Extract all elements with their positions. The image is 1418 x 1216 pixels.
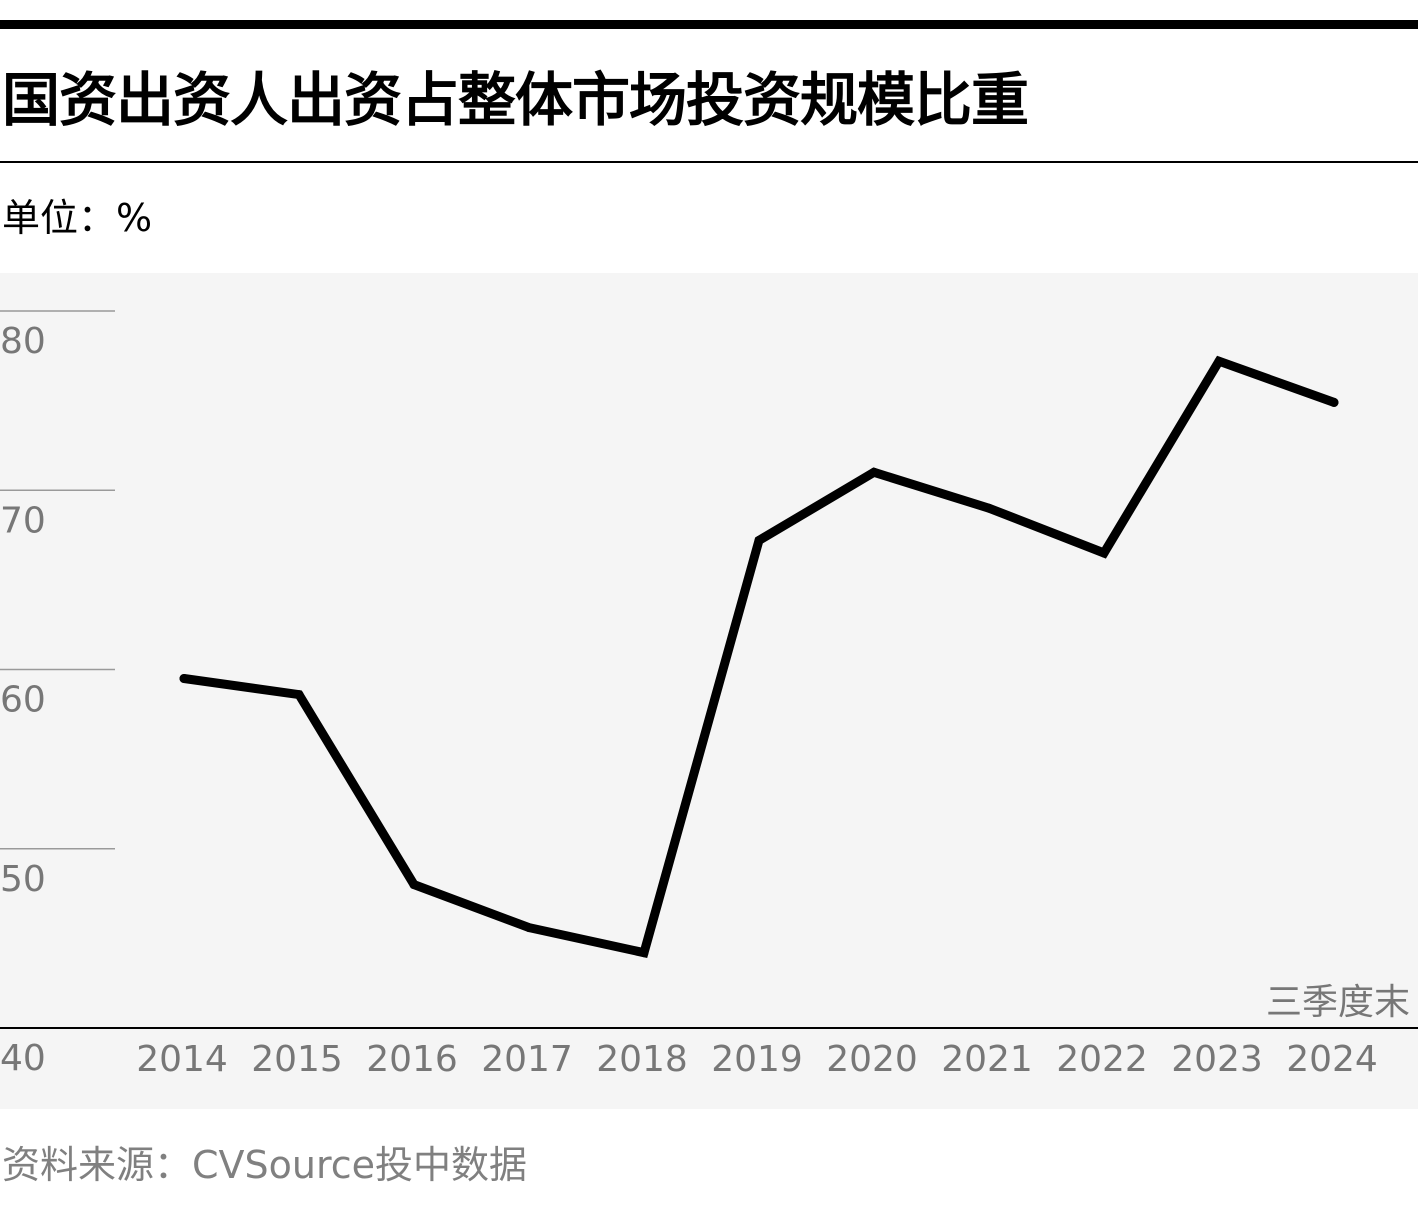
x-tick-label-2015: 2015	[251, 1039, 343, 1080]
data-point-2015	[294, 690, 304, 700]
top-rule	[0, 20, 1418, 29]
data-point-2019	[754, 535, 764, 545]
y-tick-label-40: 40	[0, 1038, 46, 1079]
unit-label: 单位：%	[2, 196, 153, 240]
x-tick-label-2020: 2020	[826, 1039, 918, 1080]
data-point-2017	[524, 923, 534, 933]
y-tick-label-50: 50	[0, 859, 46, 900]
chart-title: 国资出资人出资占整体市场投资规模比重	[2, 66, 1029, 134]
x-tick-label-2022: 2022	[1056, 1039, 1148, 1080]
y-tick-label-80: 80	[0, 321, 46, 362]
series-line	[179, 355, 1339, 959]
data-point-2014	[179, 674, 189, 683]
source-note: 资料来源：CVSource投中数据	[2, 1143, 528, 1187]
data-point-2023	[1214, 356, 1224, 366]
x-tick-label-2019: 2019	[711, 1039, 803, 1080]
x-tick-label-2024: 2024	[1286, 1039, 1378, 1080]
data-point-2018	[639, 948, 649, 958]
x-tick-label-2023: 2023	[1171, 1039, 1263, 1080]
y-tick-label-60: 60	[0, 680, 46, 721]
y-tick-label-70: 70	[0, 500, 46, 541]
data-point-2022	[1099, 548, 1109, 558]
annotation-q3-end: 三季度末	[1266, 982, 1410, 1023]
data-point-2016	[409, 880, 419, 890]
x-tick-label-2021: 2021	[941, 1039, 1033, 1080]
data-point-2020	[869, 467, 879, 477]
x-tick-label-2018: 2018	[596, 1039, 688, 1080]
title-rule	[0, 161, 1418, 163]
data-point-2021	[984, 503, 994, 513]
x-tick-label-2017: 2017	[481, 1039, 573, 1080]
plot-background	[0, 273, 1418, 1109]
data-point-2024	[1329, 397, 1339, 407]
x-tick-label-2014: 2014	[136, 1039, 228, 1080]
x-tick-label-2016: 2016	[366, 1039, 458, 1080]
